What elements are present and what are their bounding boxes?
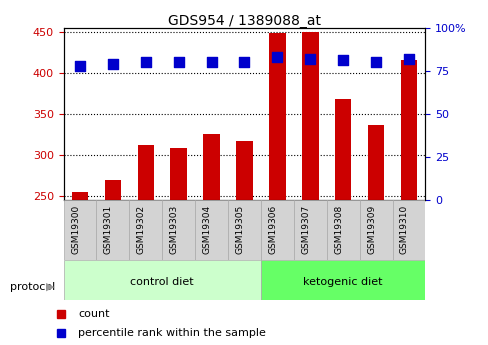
- Bar: [268, 33, 285, 200]
- Text: GSM19310: GSM19310: [399, 205, 408, 254]
- Bar: [326, 200, 359, 260]
- Text: GSM19308: GSM19308: [333, 205, 343, 254]
- Bar: [227, 200, 261, 260]
- Text: ▶: ▶: [46, 282, 55, 292]
- Text: ketogenic diet: ketogenic diet: [303, 277, 382, 287]
- Bar: [400, 60, 416, 200]
- Bar: [203, 135, 220, 200]
- Text: GSM19300: GSM19300: [71, 205, 80, 254]
- Bar: [236, 141, 252, 200]
- Point: [207, 59, 215, 65]
- Bar: [72, 192, 88, 200]
- Bar: [170, 148, 186, 200]
- Text: GSM19305: GSM19305: [235, 205, 244, 254]
- Point: [339, 58, 346, 63]
- Point: [273, 54, 281, 60]
- Text: GSM19306: GSM19306: [268, 205, 277, 254]
- Point: [109, 61, 117, 67]
- Bar: [195, 200, 227, 260]
- Text: percentile rank within the sample: percentile rank within the sample: [78, 328, 265, 338]
- Text: GSM19304: GSM19304: [202, 205, 211, 254]
- Text: protocol: protocol: [10, 282, 55, 292]
- Bar: [367, 125, 384, 200]
- Bar: [104, 179, 121, 200]
- Bar: [293, 200, 326, 260]
- Point: [306, 56, 314, 61]
- Bar: [162, 200, 195, 260]
- Text: count: count: [78, 309, 109, 319]
- Bar: [63, 260, 261, 300]
- Point: [142, 59, 149, 65]
- Point: [240, 59, 248, 65]
- Text: GSM19302: GSM19302: [137, 205, 145, 254]
- Bar: [96, 200, 129, 260]
- Point: [76, 63, 84, 68]
- Bar: [302, 32, 318, 200]
- Point: [174, 59, 182, 65]
- Bar: [63, 200, 96, 260]
- Bar: [359, 200, 392, 260]
- Bar: [261, 200, 293, 260]
- Text: GDS954 / 1389088_at: GDS954 / 1389088_at: [168, 14, 320, 28]
- Bar: [392, 200, 425, 260]
- Bar: [137, 145, 154, 200]
- Text: GSM19303: GSM19303: [169, 205, 178, 254]
- Bar: [334, 99, 351, 200]
- Text: GSM19301: GSM19301: [104, 205, 113, 254]
- Text: GSM19309: GSM19309: [366, 205, 375, 254]
- Text: GSM19307: GSM19307: [301, 205, 310, 254]
- Point: [404, 56, 412, 61]
- Bar: [129, 200, 162, 260]
- Point: [371, 59, 379, 65]
- Bar: [261, 260, 425, 300]
- Text: control diet: control diet: [130, 277, 194, 287]
